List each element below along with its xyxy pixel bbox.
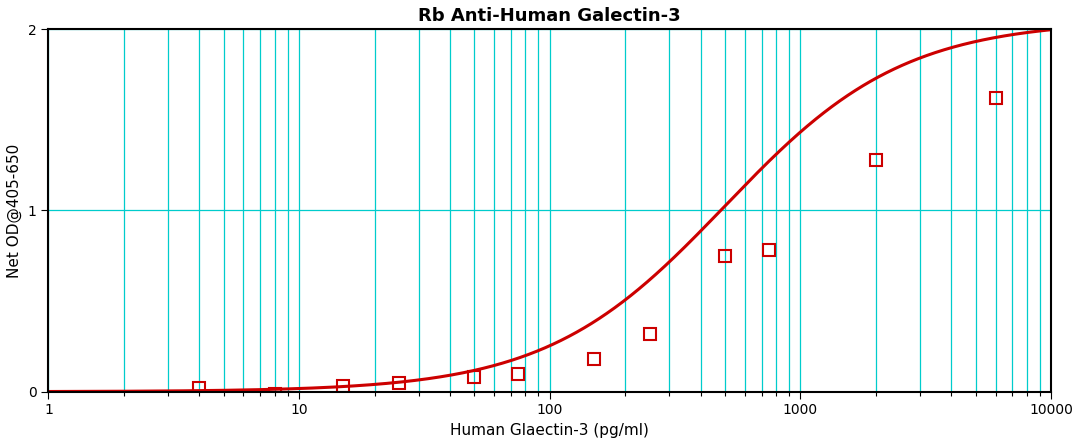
X-axis label: Human Glaectin-3 (pg/ml): Human Glaectin-3 (pg/ml) <box>450 423 649 438</box>
Title: Rb Anti-Human Galectin-3: Rb Anti-Human Galectin-3 <box>418 7 681 25</box>
Y-axis label: Net OD@405-650: Net OD@405-650 <box>6 143 23 278</box>
